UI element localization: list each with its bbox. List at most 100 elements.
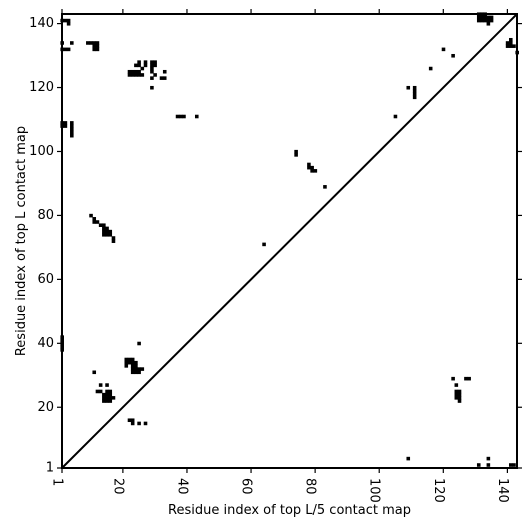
contact-cell-upper	[137, 341, 141, 346]
contact-cell-lower	[483, 18, 487, 23]
contact-cell-upper	[63, 47, 68, 52]
contact-cell-upper	[137, 421, 141, 426]
contact-cell-upper	[124, 357, 129, 362]
contact-cell-upper	[92, 220, 97, 224]
contact-cell-upper	[313, 169, 318, 173]
contact-cell-lower	[412, 95, 417, 100]
contact-cell-lower	[480, 18, 484, 23]
contact-cell-upper	[102, 396, 106, 400]
contact-cell-upper	[127, 360, 132, 365]
contact-cell-upper	[137, 73, 141, 77]
contact-cell-upper	[130, 357, 135, 362]
contact-cell-upper	[323, 185, 327, 189]
contact-cell-upper	[108, 396, 113, 400]
contact-cell-lower	[486, 456, 491, 461]
contact-cell-lower	[512, 44, 516, 48]
contact-cell-upper	[70, 124, 74, 128]
contact-cell-upper	[127, 69, 132, 74]
contact-cell-upper	[89, 41, 93, 45]
x-tick-label: 80	[303, 478, 318, 495]
y-tick-label: 60	[37, 272, 54, 287]
x-tick-label: 20	[110, 478, 125, 495]
contact-cell-upper	[105, 389, 109, 394]
contact-cell-upper	[130, 360, 135, 365]
contact-cell-upper	[143, 60, 148, 64]
contact-cell-upper	[108, 389, 113, 394]
contact-cell-lower	[486, 22, 491, 26]
y-tick-label: 1	[46, 461, 54, 476]
contact-cell-upper	[108, 399, 113, 403]
y-tick-label: 20	[37, 400, 54, 415]
contact-cell-upper	[134, 360, 138, 365]
contact-cell-upper	[150, 76, 154, 80]
contact-cell-upper	[102, 229, 106, 234]
contact-cell-upper	[105, 392, 109, 397]
contact-cell-upper	[105, 399, 109, 403]
contact-cell-lower	[486, 18, 491, 23]
contact-cell-lower	[412, 92, 417, 96]
contact-cell-lower	[505, 44, 510, 48]
contact-cell-upper	[98, 389, 103, 394]
contact-cell-upper	[134, 63, 138, 68]
contact-cell-upper	[92, 370, 97, 375]
contact-cell-upper	[95, 220, 100, 224]
x-axis-ticks: 1 20 40 60 80 100 120 140	[50, 9, 510, 503]
contact-cell-lower	[505, 41, 510, 45]
contact-cell-upper	[137, 69, 141, 74]
contact-cell-upper	[150, 66, 154, 71]
contact-cell-upper	[137, 367, 141, 371]
contact-cell-upper	[105, 229, 109, 234]
contact-cell-upper	[143, 421, 148, 426]
contact-cell-upper	[153, 63, 157, 68]
contact-cell-lower	[412, 89, 417, 93]
contact-cell-upper	[105, 226, 109, 231]
contact-cell-upper	[108, 233, 113, 237]
contact-cell-upper	[150, 63, 154, 68]
plot-frame	[61, 13, 518, 469]
contact-cell-upper	[310, 169, 314, 173]
contact-cell-upper	[92, 41, 97, 45]
contact-cell-lower	[509, 44, 513, 48]
contact-cell-upper	[92, 217, 97, 221]
contact-cell-upper	[66, 22, 71, 26]
contact-cell-upper	[95, 389, 100, 394]
contact-cell-upper	[63, 121, 68, 125]
contact-cell-lower	[464, 376, 468, 381]
contact-cell-upper	[105, 233, 109, 237]
contact-cell-upper	[307, 162, 311, 167]
contact-cell-upper	[150, 60, 154, 64]
contact-cell-lower	[486, 463, 491, 467]
contact-cell-lower	[509, 37, 513, 42]
contact-cell-upper	[130, 69, 135, 74]
x-tick-label: 60	[239, 478, 254, 495]
contact-cell-upper	[105, 396, 109, 400]
contact-cell-upper	[102, 223, 106, 227]
contact-cell-upper	[63, 18, 68, 23]
x-tick-label: 140	[495, 478, 510, 503]
contact-cell-lower	[454, 389, 459, 394]
contact-cell-upper	[63, 124, 68, 128]
contact-cell-lower	[451, 53, 455, 58]
contact-cell-lower	[428, 66, 433, 71]
contact-cell-lower	[467, 376, 471, 381]
contact-cell-lower	[489, 18, 494, 23]
contact-cell-lower	[476, 463, 481, 467]
contact-cell-upper	[153, 60, 157, 64]
contact-cell-upper	[262, 242, 266, 247]
contact-cell-upper	[130, 421, 135, 426]
contact-cell-lower	[509, 463, 513, 467]
contact-cell-upper	[70, 133, 74, 138]
contact-cell-upper	[140, 73, 145, 77]
contact-cell-lower	[457, 399, 462, 403]
contact-cells	[60, 12, 519, 467]
contact-cell-upper	[124, 364, 129, 368]
contact-cell-upper	[294, 153, 298, 157]
contact-cell-lower	[441, 47, 446, 52]
contact-cell-upper	[134, 69, 138, 74]
contact-cell-lower	[483, 15, 487, 20]
contact-cell-lower	[476, 18, 481, 23]
contact-cell-upper	[175, 114, 180, 119]
contact-cell-upper	[130, 73, 135, 77]
contact-cell-upper	[134, 364, 138, 368]
